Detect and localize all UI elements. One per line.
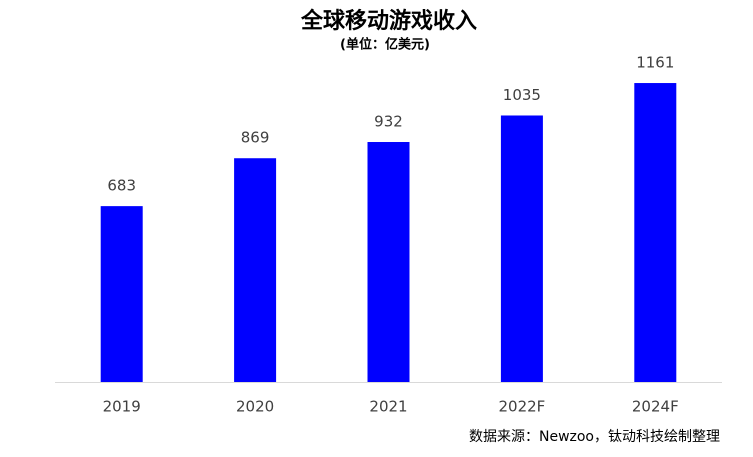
x-tick-label: 2024F (632, 398, 679, 416)
x-tick-label: 2019 (103, 398, 141, 416)
value-label: 932 (374, 113, 403, 131)
bar (234, 158, 277, 382)
value-label: 1035 (503, 86, 541, 104)
source-note: 数据来源：Newzoo，钛动科技绘制整理 (469, 429, 720, 445)
bar (100, 206, 143, 382)
bar (634, 83, 677, 382)
value-label: 869 (241, 129, 270, 147)
chart-title: 全球移动游戏收入 (300, 8, 477, 34)
x-tick-label: 2021 (369, 398, 407, 416)
chart-subtitle: (单位：亿美元) (340, 37, 430, 53)
bar (500, 115, 543, 383)
value-label: 683 (107, 177, 136, 195)
x-tick-label: 2020 (236, 398, 274, 416)
bar (367, 142, 410, 382)
x-tick-label: 2022F (498, 398, 545, 416)
value-label: 1161 (636, 54, 674, 72)
